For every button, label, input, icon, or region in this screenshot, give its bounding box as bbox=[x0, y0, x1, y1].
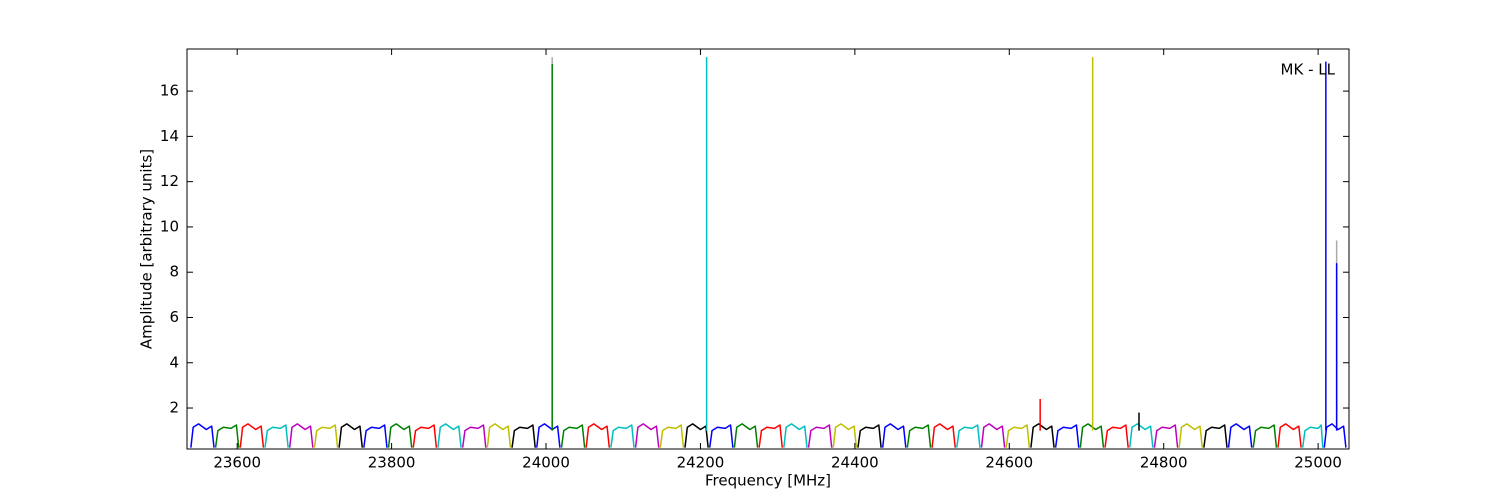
axes-frame bbox=[186, 48, 1350, 450]
spectrum-line bbox=[1104, 424, 1129, 448]
y-axis-label: Amplitude [arbitrary units] bbox=[138, 149, 156, 349]
spectrum-line bbox=[906, 424, 932, 448]
spectrum-line bbox=[1153, 424, 1179, 448]
spectrum-line bbox=[214, 424, 240, 448]
spectrum-line bbox=[1054, 424, 1080, 448]
x-tick-label: 23800 bbox=[368, 454, 416, 472]
x-tick-label: 24400 bbox=[831, 454, 879, 472]
spectrum-line bbox=[1005, 424, 1031, 448]
y-tick-label: 10 bbox=[160, 217, 179, 235]
y-tick-label: 6 bbox=[169, 308, 179, 326]
x-tick-label: 24800 bbox=[1140, 454, 1188, 472]
y-tick-label: 4 bbox=[169, 353, 179, 371]
spectrum-line bbox=[634, 423, 660, 448]
spectrum-line bbox=[708, 424, 734, 448]
y-tick-label: 2 bbox=[169, 399, 179, 417]
x-tick-label: 24200 bbox=[677, 454, 725, 472]
spectrum-line bbox=[881, 423, 907, 448]
spectrum-line bbox=[1079, 423, 1105, 448]
spectrum-line bbox=[412, 424, 438, 448]
y-tick-label: 14 bbox=[160, 127, 179, 145]
spectrum-line bbox=[288, 423, 314, 448]
spectrum-line bbox=[313, 424, 339, 448]
spectrum-line bbox=[1178, 423, 1204, 448]
spectrum-line bbox=[733, 423, 759, 448]
spectrum-line bbox=[931, 423, 956, 448]
spectrum-line bbox=[461, 424, 487, 448]
y-tick-label: 16 bbox=[160, 82, 179, 100]
spectrum-line bbox=[585, 423, 611, 448]
x-tick-label: 25000 bbox=[1294, 454, 1342, 472]
y-tick-label: 8 bbox=[169, 263, 179, 281]
spectrum-line bbox=[1203, 424, 1228, 448]
spectrum-line bbox=[437, 423, 462, 448]
spectrum-line bbox=[486, 423, 512, 448]
spectrum-line bbox=[659, 424, 685, 448]
spectrum-line bbox=[1301, 424, 1324, 448]
spectrum-line bbox=[956, 424, 981, 448]
plot-area bbox=[190, 57, 1347, 448]
spectrum-line bbox=[536, 423, 561, 448]
spectrum-line bbox=[1252, 424, 1278, 448]
y-tick-label: 12 bbox=[160, 172, 179, 190]
spectrum-line bbox=[1030, 423, 1055, 448]
spectrum-line bbox=[560, 424, 586, 448]
spectrum-line bbox=[783, 423, 808, 448]
spectrum-line bbox=[1227, 423, 1253, 448]
spectrum-line bbox=[832, 423, 858, 448]
spectrum-line bbox=[239, 423, 265, 448]
spectrum-line bbox=[338, 423, 364, 448]
spectrum-line bbox=[1323, 423, 1347, 448]
x-tick-label: 24000 bbox=[522, 454, 570, 472]
spectrum-line bbox=[857, 424, 882, 448]
spectrum-line bbox=[511, 424, 536, 448]
spectrum-line bbox=[387, 423, 413, 448]
spectrum-line bbox=[758, 424, 784, 448]
spectrum-line bbox=[1277, 423, 1302, 448]
spectrum-line bbox=[980, 423, 1006, 448]
x-axis-label: Frequency [MHz] bbox=[705, 472, 831, 490]
spectrum-line bbox=[610, 424, 635, 448]
x-tick-label: 24600 bbox=[985, 454, 1033, 472]
x-tick-label: 23600 bbox=[213, 454, 261, 472]
spectrum-line bbox=[1128, 423, 1154, 448]
spectrum-line bbox=[807, 424, 833, 448]
spectrum-line bbox=[363, 424, 388, 448]
annotation: MK - LL bbox=[1281, 61, 1336, 79]
spectrum-line bbox=[264, 424, 289, 448]
spectrum-line bbox=[190, 423, 215, 448]
